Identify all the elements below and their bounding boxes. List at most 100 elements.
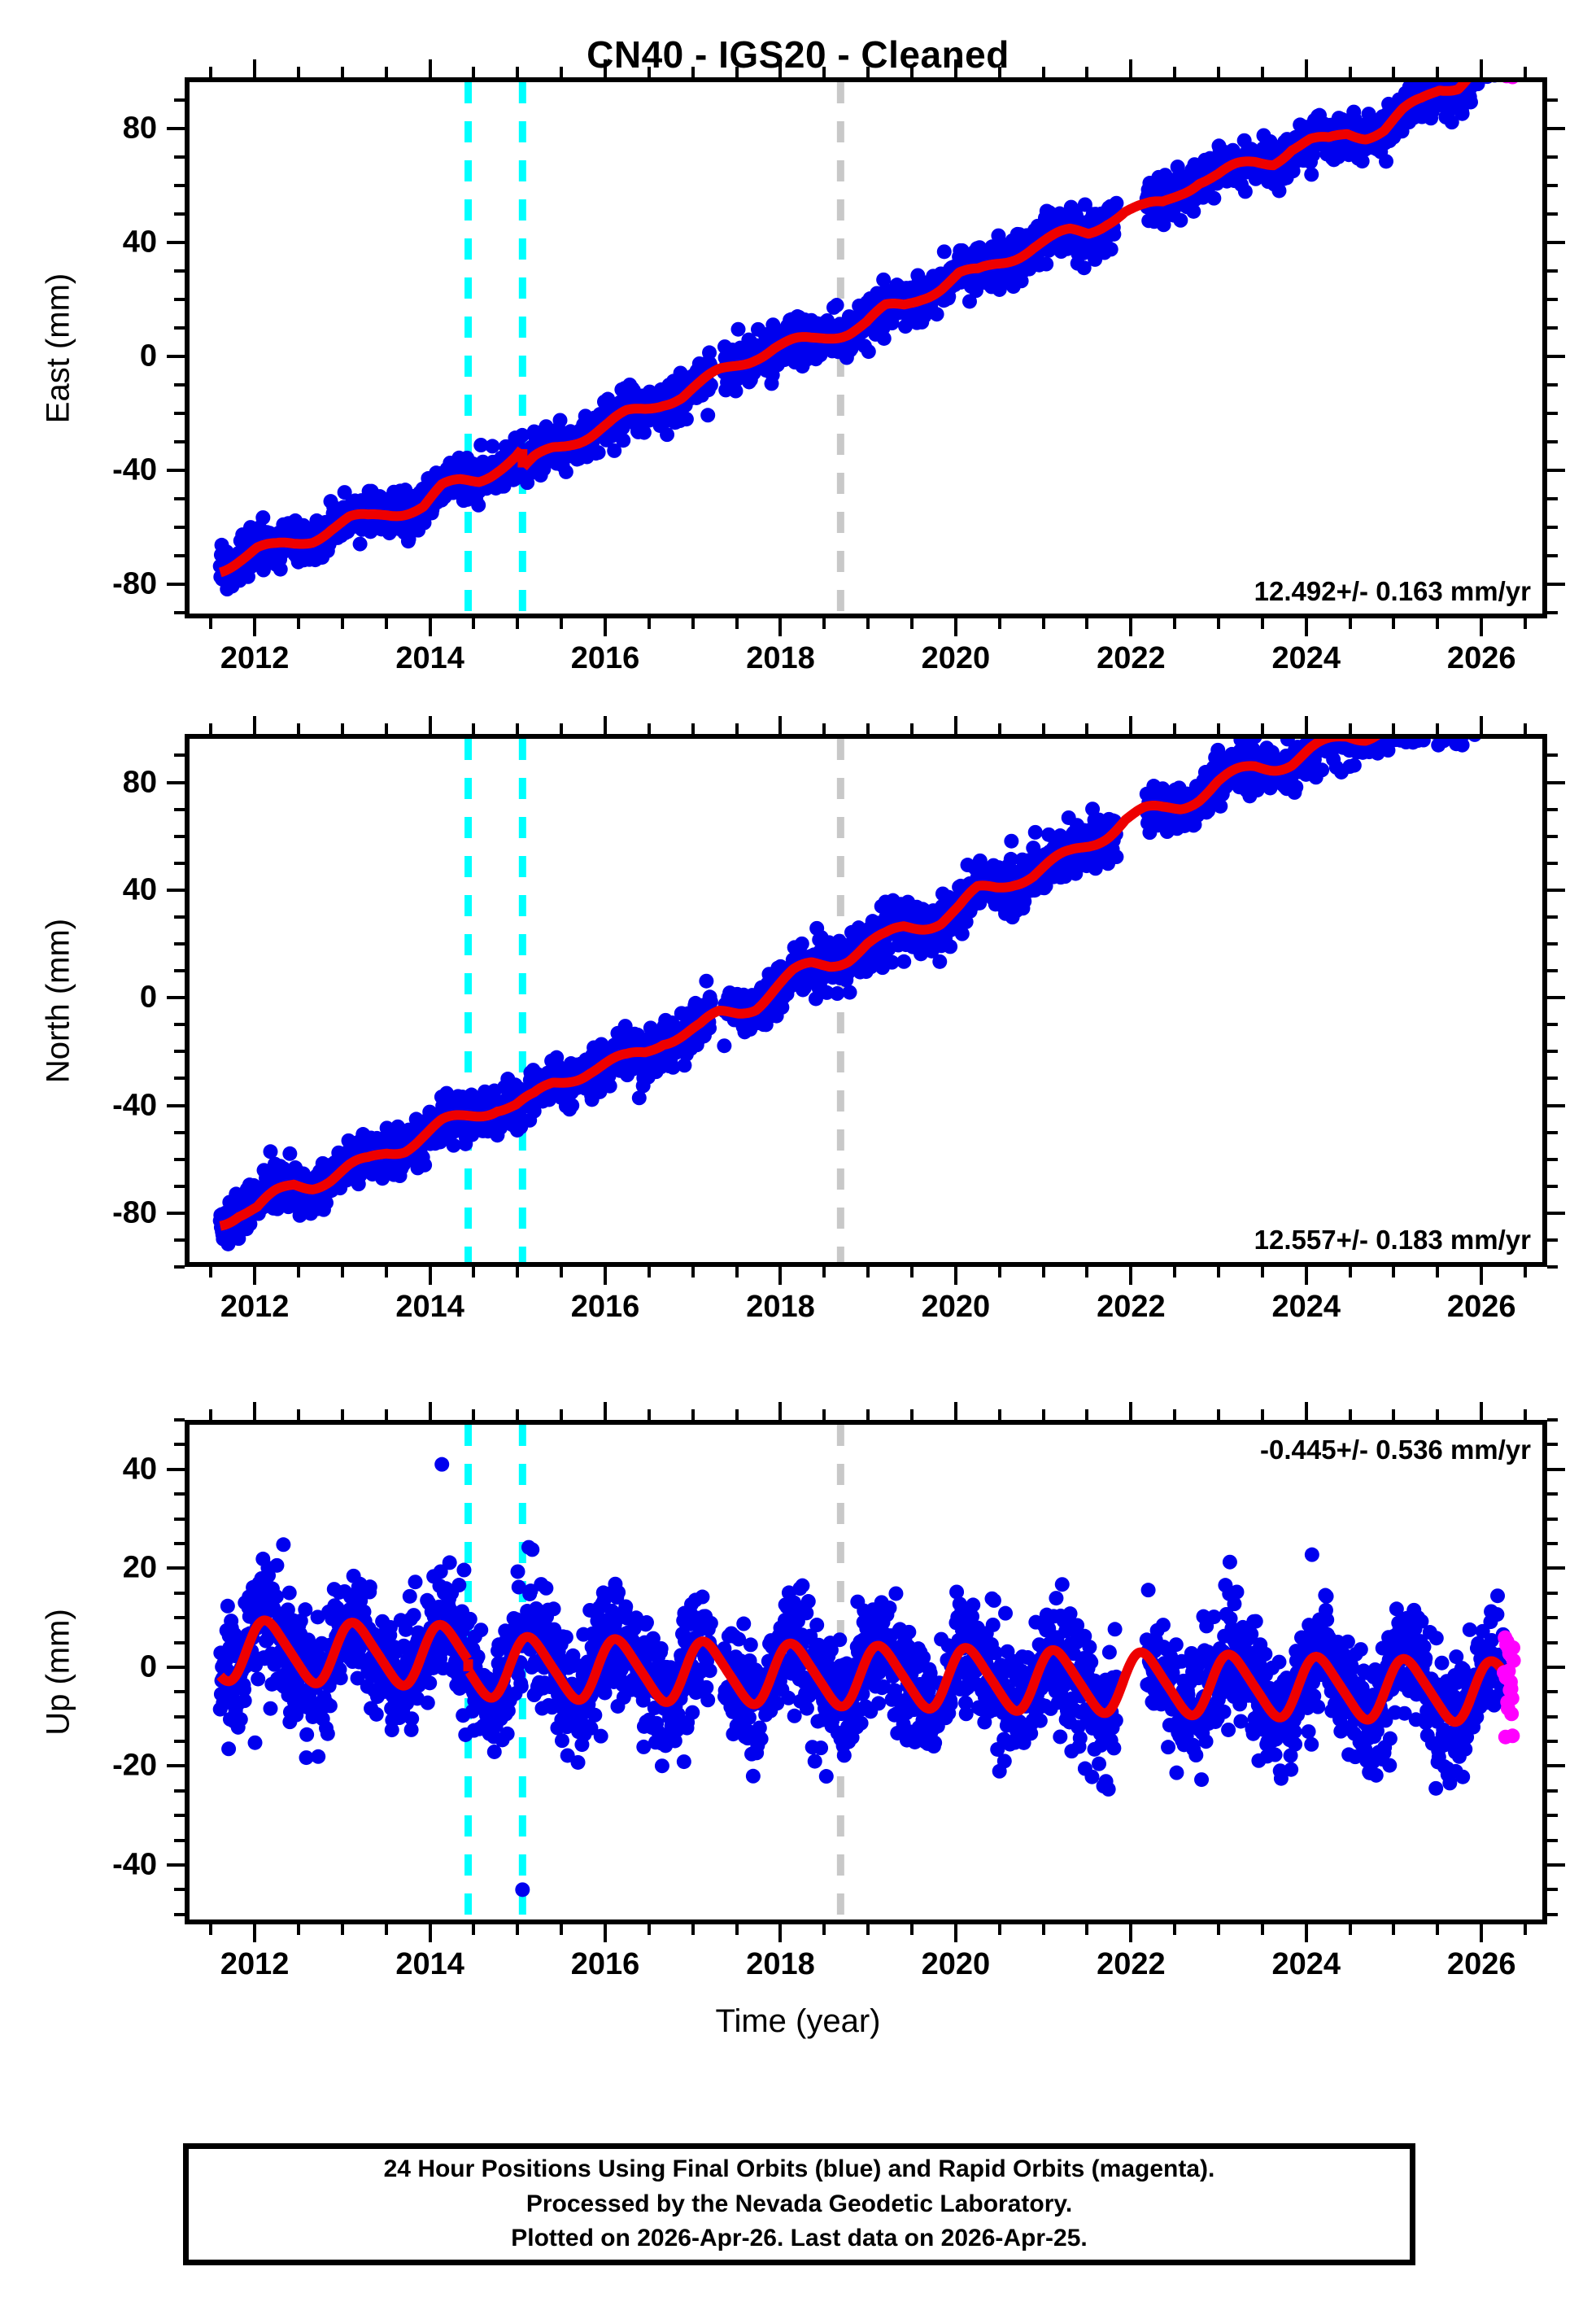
y-tick: [174, 942, 185, 946]
x-tick: [428, 1924, 432, 1942]
y-tick: [1547, 412, 1558, 415]
x-tick: [1524, 1409, 1528, 1420]
series-canvas-east: [212, 82, 1518, 614]
x-tick: [691, 618, 695, 629]
x-tick: [1085, 723, 1089, 734]
x-tick: [822, 67, 826, 77]
plot-area-east: [185, 77, 1547, 618]
y-tick: [174, 1238, 185, 1242]
y-tick: [174, 1714, 185, 1719]
y-tick: [1547, 861, 1558, 865]
x-tick: [1480, 59, 1484, 77]
x-tick: [1129, 1402, 1133, 1420]
x-tick: [253, 59, 257, 77]
x-tick-label: 2020: [921, 1290, 991, 1324]
x-tick: [428, 59, 432, 77]
x-tick: [1085, 1924, 1089, 1935]
x-tick: [778, 1402, 783, 1420]
x-tick: [1217, 1409, 1221, 1420]
y-tick: [174, 1912, 185, 1916]
y-tick: [174, 1023, 185, 1027]
x-tick: [1524, 1924, 1528, 1935]
x-tick: [560, 1409, 564, 1420]
y-tick: [174, 1077, 185, 1081]
y-tick: [1547, 98, 1558, 102]
x-tick: [866, 723, 870, 734]
x-tick: [428, 1267, 432, 1285]
y-tick: [174, 326, 185, 330]
y-tick: [174, 1640, 185, 1644]
y-tick: [1547, 1103, 1565, 1107]
x-tick: [604, 716, 608, 734]
x-tick: [647, 1924, 651, 1935]
x-tick: [1348, 1267, 1352, 1277]
y-tick: [174, 1517, 185, 1521]
y-tick: [1547, 753, 1558, 758]
rate-annotation-north: 12.557+/- 0.183 mm/yr: [1254, 1225, 1531, 1255]
y-tick: [174, 1838, 185, 1842]
x-tick: [1348, 1924, 1352, 1935]
y-tick: [1547, 355, 1565, 358]
y-tick: [174, 412, 185, 415]
x-axis-title: Time (year): [715, 2003, 881, 2039]
y-tick: [1547, 1130, 1558, 1134]
y-tick-label: 40: [122, 1452, 157, 1487]
y-tick: [1547, 184, 1558, 187]
y-tick-label: 20: [122, 1550, 157, 1585]
x-tick: [1085, 1409, 1089, 1420]
x-tick-label: 2018: [746, 1947, 815, 1981]
x-tick-label: 2014: [395, 641, 464, 675]
rate-annotation-east: 12.492+/- 0.163 mm/yr: [1254, 576, 1531, 606]
x-tick: [1304, 59, 1308, 77]
x-tick: [1392, 618, 1396, 629]
y-tick: [1547, 888, 1565, 892]
x-tick: [866, 67, 870, 77]
y-tick: [1547, 383, 1558, 387]
y-tick: [174, 526, 185, 529]
x-tick: [997, 1267, 1001, 1277]
x-tick: [691, 1924, 695, 1935]
x-tick: [691, 1267, 695, 1277]
y-tick: [174, 212, 185, 216]
x-tick: [822, 723, 826, 734]
x-tick: [1524, 723, 1528, 734]
y-tick: [1547, 497, 1558, 500]
x-tick: [1173, 67, 1177, 77]
x-tick: [1173, 723, 1177, 734]
x-tick: [1217, 1267, 1221, 1277]
y-tick: [174, 1492, 185, 1496]
x-tick: [560, 67, 564, 77]
plot-area-up: [185, 1420, 1547, 1924]
y-tick: [167, 1566, 185, 1570]
x-tick: [910, 723, 914, 734]
x-tick: [1260, 618, 1264, 629]
y-tick: [174, 155, 185, 159]
x-tick: [735, 1409, 739, 1420]
x-tick: [604, 1924, 608, 1942]
x-tick: [516, 723, 520, 734]
x-tick-label: 2022: [1097, 1290, 1166, 1324]
x-tick: [1436, 1924, 1440, 1935]
x-tick: [1129, 59, 1133, 77]
x-tick: [910, 67, 914, 77]
y-tick: [1547, 1492, 1558, 1496]
y-tick: [1547, 1912, 1558, 1916]
x-tick: [253, 1267, 257, 1285]
x-tick: [297, 723, 301, 734]
y-tick: [174, 1443, 185, 1447]
y-tick: [167, 1103, 185, 1107]
caption-line-2: Processed by the Nevada Geodetic Laborat…: [525, 2190, 1073, 2217]
x-tick: [1392, 1924, 1396, 1935]
x-tick: [691, 1409, 695, 1420]
y-tick: [174, 1616, 185, 1620]
y-tick: [167, 1211, 185, 1215]
y-tick: [167, 888, 185, 892]
x-tick: [866, 1409, 870, 1420]
y-tick: [1547, 1591, 1558, 1595]
x-tick: [384, 1267, 388, 1277]
y-tick: [174, 497, 185, 500]
x-tick: [647, 1267, 651, 1277]
x-tick: [560, 1924, 564, 1935]
x-tick: [1436, 1267, 1440, 1277]
x-tick: [1260, 723, 1264, 734]
